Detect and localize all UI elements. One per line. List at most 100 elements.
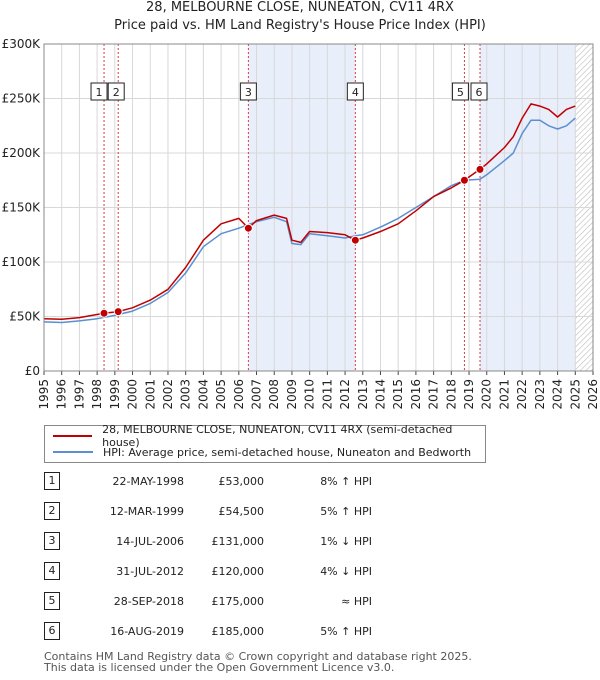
x-tick-label: 2002: [161, 379, 175, 410]
legend: 28, MELBOURNE CLOSE, NUNEATON, CV11 4RX …: [44, 423, 486, 463]
y-tick-label: £100K: [2, 255, 42, 269]
y-tick-label: £150K: [2, 201, 42, 215]
x-tick-label: 2005: [214, 379, 228, 410]
sale-point: [475, 164, 485, 174]
sale-number: 1: [44, 472, 60, 490]
x-tick-label: 2015: [391, 379, 405, 410]
series-line-hpi: [43, 117, 576, 324]
sale-price: £131,000: [211, 535, 265, 548]
sale-hpi: 5% ↑ HPI: [320, 505, 372, 518]
sale-number-box: [451, 82, 469, 101]
sale-hpi: 1% ↓ HPI: [320, 535, 372, 548]
sale-row: 2 12-MAR-1999 £54,500 5% ↑ HPI: [44, 502, 444, 522]
sale-price: £185,000: [211, 625, 265, 638]
x-tick-label: 2018: [444, 379, 458, 410]
sale-number: 2: [44, 502, 60, 520]
sale-date: 16-AUG-2019: [110, 625, 184, 638]
x-tick-label: 2019: [462, 379, 476, 410]
sale-price: £175,000: [211, 595, 265, 608]
sale-date: 31-JUL-2012: [116, 565, 184, 578]
sale-number-label: 1: [96, 86, 103, 99]
plot-border: [43, 43, 594, 372]
x-tick-label: 2021: [497, 379, 511, 410]
x-tick-label: 1998: [90, 379, 104, 410]
x-tick-label: 1997: [72, 379, 86, 410]
sale-hpi: 5% ↑ HPI: [320, 625, 372, 638]
x-tick-label: 2013: [356, 379, 370, 410]
sale-number: 4: [44, 562, 60, 580]
sale-point: [113, 307, 123, 317]
sale-point: [99, 308, 109, 318]
y-tick-label: £250K: [2, 92, 42, 106]
sale-number-label: 5: [457, 86, 464, 99]
legend-label-property: 28, MELBOURNE CLOSE, NUNEATON, CV11 4RX …: [102, 423, 453, 449]
sale-number: 5: [44, 592, 60, 610]
sale-row: 6 16-AUG-2019 £185,000 5% ↑ HPI: [44, 622, 444, 642]
sale-number: 6: [44, 622, 60, 640]
sale-number-box: [470, 82, 488, 101]
x-tick-label: 1999: [108, 379, 122, 410]
x-tick-label: 2003: [179, 379, 193, 410]
sale-number-label: 3: [245, 86, 252, 99]
x-tick-label: 2006: [232, 379, 246, 410]
x-tick-label: 2009: [285, 379, 299, 410]
sale-point: [243, 223, 253, 233]
x-tick-label: 2024: [551, 379, 565, 410]
x-tick-label: 2025: [568, 379, 582, 410]
y-tick-label: £300K: [2, 37, 42, 51]
x-tick-label: 1995: [37, 379, 51, 410]
sale-hpi: ≈ HPI: [341, 595, 372, 608]
sale-number-box: [107, 82, 125, 101]
sale-row: 3 14-JUL-2006 £131,000 1% ↓ HPI: [44, 532, 444, 552]
legend-swatch-property: [53, 435, 93, 437]
footer-licence: This data is licensed under the Open Gov…: [44, 661, 395, 674]
x-tick-label: 2001: [143, 379, 157, 410]
x-tick-label: 2014: [373, 379, 387, 410]
legend-label-hpi: HPI: Average price, semi-detached house,…: [103, 445, 472, 459]
sale-row: 4 31-JUL-2012 £120,000 4% ↓ HPI: [44, 562, 444, 582]
sale-point: [459, 175, 469, 185]
sale-row: 5 28-SEP-2018 £175,000 ≈ HPI: [44, 592, 444, 612]
sale-point: [350, 235, 360, 245]
series-line-property: [43, 103, 576, 320]
sale-price: £54,500: [218, 505, 265, 518]
legend-swatch-hpi: [53, 451, 93, 453]
sale-price: £53,000: [218, 475, 265, 488]
y-tick-label: £50K: [9, 310, 41, 324]
footer-copyright: Contains HM Land Registry data © Crown c…: [44, 650, 472, 663]
sale-number-label: 4: [352, 86, 359, 99]
x-tick-label: 1996: [55, 379, 69, 410]
sale-date: 14-JUL-2006: [116, 535, 184, 548]
x-tick-label: 2000: [126, 379, 140, 410]
x-tick-label: 2026: [586, 379, 600, 410]
x-tick-label: 2017: [427, 379, 441, 410]
x-tick-label: 2004: [196, 379, 210, 410]
y-tick-label: £0: [25, 364, 40, 378]
x-tick-label: 2011: [320, 379, 334, 410]
x-tick-label: 2016: [409, 379, 423, 410]
chart-title: 28, MELBOURNE CLOSE, NUNEATON, CV11 4RX: [146, 0, 454, 15]
sale-number-label: 6: [476, 86, 483, 99]
sale-hpi: 8% ↑ HPI: [320, 475, 372, 488]
sale-number-box: [90, 82, 108, 101]
footer: Contains HM Land Registry data © Crown c…: [44, 651, 472, 673]
sale-number-box: [346, 82, 364, 101]
sale-number-label: 2: [113, 86, 120, 99]
x-tick-label: 2007: [250, 379, 264, 410]
legend-item-hpi: HPI: Average price, semi-detached house,…: [53, 444, 471, 460]
legend-item-property: 28, MELBOURNE CLOSE, NUNEATON, CV11 4RX …: [53, 423, 485, 449]
x-tick-label: 2022: [515, 379, 529, 410]
sale-date: 12-MAR-1999: [109, 505, 184, 518]
y-tick-label: £200K: [2, 146, 42, 160]
x-tick-label: 2023: [533, 379, 547, 410]
x-tick-label: 2012: [338, 379, 352, 410]
sale-number: 3: [44, 532, 60, 550]
x-tick-label: 2020: [480, 379, 494, 410]
x-tick-label: 2010: [303, 379, 317, 410]
sale-row: 1 22-MAY-1998 £53,000 8% ↑ HPI: [44, 472, 444, 492]
x-tick-label: 2008: [267, 379, 281, 410]
sale-number-box: [239, 82, 257, 101]
sale-date: 28-SEP-2018: [113, 595, 184, 608]
sale-date: 22-MAY-1998: [112, 475, 184, 488]
